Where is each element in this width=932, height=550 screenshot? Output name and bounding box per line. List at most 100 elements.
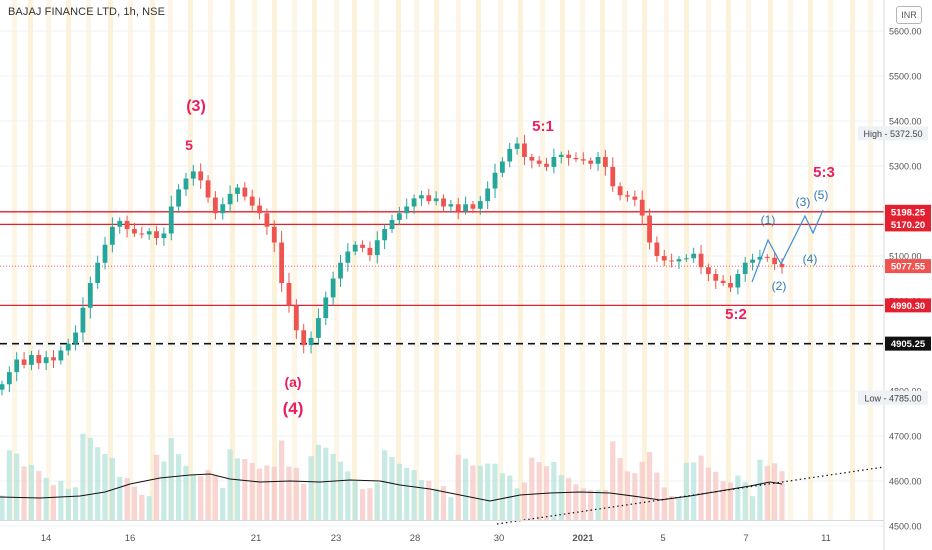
- candle: [109, 217, 115, 253]
- candle: [426, 188, 432, 205]
- candle-body: [764, 256, 770, 258]
- volume-bar: [6, 450, 12, 520]
- candle: [654, 236, 660, 262]
- candle-body: [205, 180, 211, 198]
- volume-bar: [21, 466, 27, 520]
- volume-bar: [374, 482, 380, 520]
- volume-bar: [131, 486, 138, 520]
- candle: [661, 249, 667, 267]
- time-tick-label: 23: [331, 533, 342, 544]
- candle: [676, 256, 682, 269]
- volume-bar: [639, 461, 645, 520]
- candle: [485, 181, 491, 210]
- volume-bar: [242, 459, 248, 520]
- candle-body: [625, 195, 630, 197]
- volume-bar: [713, 471, 719, 520]
- symbol-title: BAJAJ FINANCE LTD, 1h, NSE: [8, 6, 166, 18]
- candle: [124, 215, 130, 238]
- session-band: [560, 0, 565, 520]
- currency-button[interactable]: INR: [896, 6, 922, 24]
- candle-body: [566, 154, 572, 158]
- candle-body: [124, 220, 130, 229]
- candle-body: [610, 166, 616, 187]
- volume-bar: [146, 496, 152, 520]
- candle-body: [87, 283, 93, 308]
- candle-body: [551, 157, 557, 167]
- volume-bar: [617, 458, 623, 520]
- candle: [58, 346, 64, 365]
- candle-body: [80, 307, 86, 333]
- candle: [360, 240, 365, 253]
- candle-body: [102, 244, 108, 263]
- candle-body: [676, 259, 682, 262]
- volume-bar: [779, 471, 785, 520]
- volume-bar: [212, 475, 218, 520]
- wave-label-projection: (1): [761, 213, 776, 227]
- candle-body: [14, 359, 20, 373]
- candle-body: [602, 157, 608, 167]
- candle-body: [514, 143, 520, 149]
- volume-bar: [448, 497, 454, 520]
- volume-bar: [65, 488, 71, 520]
- candle: [683, 254, 689, 262]
- session-band: [476, 0, 481, 520]
- volume-average-path: [0, 473, 783, 502]
- level-price-tag: [885, 336, 931, 351]
- session-band: [726, 0, 731, 520]
- volume-bar: [396, 463, 402, 520]
- volume-bar: [117, 476, 123, 520]
- candle: [764, 254, 770, 262]
- candle: [492, 163, 498, 199]
- candle: [742, 257, 748, 282]
- elliott-wave-labels: (3) 5 (a) (4) 5:1 5:2 5:3: [185, 98, 835, 418]
- candle: [698, 244, 704, 275]
- candle: [728, 275, 733, 292]
- candle: [389, 214, 395, 234]
- session-band: [456, 0, 461, 520]
- volume-bar: [301, 483, 307, 520]
- price-tick-label: 4700.00: [889, 432, 922, 442]
- volume-bar: [227, 449, 233, 520]
- candle-body: [573, 157, 579, 160]
- candle-body: [21, 359, 27, 365]
- volume-bar: [389, 457, 395, 520]
- candle: [566, 150, 572, 166]
- level-price-label: 5198.25: [891, 207, 926, 218]
- time-tick-label: 2021: [572, 533, 594, 544]
- candle-body: [117, 220, 123, 227]
- candle: [448, 199, 454, 213]
- session-band: [352, 0, 357, 520]
- volume-bar: [404, 467, 410, 520]
- session-band: [788, 0, 793, 520]
- candle-body: [264, 213, 270, 227]
- session-band: [188, 0, 193, 520]
- candle-body: [242, 187, 248, 197]
- candle-body: [43, 357, 49, 364]
- candle-body: [455, 204, 461, 211]
- candle-body: [742, 262, 748, 274]
- candle-body: [404, 206, 410, 214]
- candle: [176, 184, 182, 213]
- candle: [212, 191, 218, 220]
- session-band: [642, 0, 647, 520]
- candle-body: [316, 318, 321, 338]
- candle: [117, 217, 123, 234]
- volume-bar: [168, 438, 174, 520]
- session-band: [768, 0, 773, 520]
- candle-body: [470, 204, 476, 209]
- candle-body: [426, 195, 432, 202]
- candle-body: [212, 197, 218, 214]
- candle: [51, 350, 56, 369]
- session-band: [434, 0, 439, 520]
- candle-body: [29, 355, 34, 365]
- session-band: [108, 0, 113, 520]
- candle: [602, 150, 608, 176]
- candle-body: [154, 231, 159, 238]
- session-band: [498, 0, 503, 520]
- candle-body: [536, 160, 542, 164]
- candle: [706, 263, 711, 282]
- candle: [441, 194, 446, 213]
- volume-bar: [28, 464, 35, 520]
- candle: [455, 197, 461, 220]
